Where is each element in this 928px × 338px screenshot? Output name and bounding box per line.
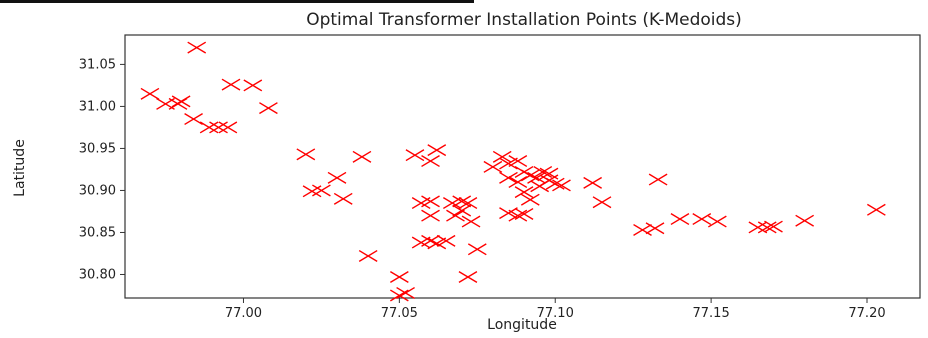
y-tick-label: 30.85 xyxy=(79,225,116,240)
y-tick-label: 30.80 xyxy=(79,267,116,282)
data-point xyxy=(533,165,553,178)
data-point xyxy=(467,243,487,256)
data-point xyxy=(645,222,665,235)
x-tick-label: 77.15 xyxy=(693,306,730,321)
data-point xyxy=(757,221,777,234)
data-point xyxy=(243,79,263,92)
data-point xyxy=(171,95,191,108)
data-point xyxy=(436,234,456,247)
data-point xyxy=(552,179,571,192)
data-point xyxy=(405,149,425,162)
x-tick-label: 77.10 xyxy=(537,306,574,321)
chart-title: Optimal Transformer Installation Points … xyxy=(306,10,742,30)
data-point xyxy=(218,121,238,134)
y-axis-label: Latitude xyxy=(12,139,28,197)
data-point xyxy=(427,237,447,250)
data-point xyxy=(452,195,472,208)
data-point xyxy=(421,209,440,222)
data-point xyxy=(508,209,528,222)
data-point xyxy=(707,215,727,228)
data-point xyxy=(259,102,278,115)
data-point xyxy=(648,173,668,186)
data-point xyxy=(140,87,160,100)
data-point xyxy=(499,157,518,170)
data-point xyxy=(209,121,228,134)
data-point xyxy=(499,207,518,220)
data-point xyxy=(692,213,712,226)
data-point xyxy=(499,171,518,184)
data-points xyxy=(140,41,886,302)
data-point xyxy=(421,234,440,247)
data-point xyxy=(352,150,372,163)
x-tick-label: 77.05 xyxy=(381,306,418,321)
data-point xyxy=(461,215,481,228)
data-point xyxy=(866,203,886,216)
data-point xyxy=(358,249,378,262)
data-point xyxy=(389,270,409,283)
x-axis: 77.00 77.05 77.10 77.15 77.20 xyxy=(225,298,886,321)
y-tick-label: 30.95 xyxy=(79,141,116,156)
data-point xyxy=(483,160,503,173)
y-tick-label: 30.90 xyxy=(79,183,116,198)
data-point xyxy=(327,171,347,184)
data-point xyxy=(396,286,415,299)
data-point xyxy=(427,144,447,157)
data-point xyxy=(312,184,331,197)
data-point xyxy=(592,196,612,209)
data-point xyxy=(539,167,559,180)
data-point xyxy=(670,213,690,226)
data-point xyxy=(302,185,322,198)
data-point xyxy=(520,169,540,182)
data-point xyxy=(199,121,219,134)
data-point xyxy=(795,214,815,227)
data-point xyxy=(421,195,440,208)
data-point xyxy=(583,176,603,189)
data-point xyxy=(764,220,783,233)
data-point xyxy=(514,186,534,199)
x-tick-label: 77.00 xyxy=(225,306,262,321)
y-tick-label: 31.05 xyxy=(79,57,116,72)
data-point xyxy=(389,289,409,302)
data-point xyxy=(514,207,534,220)
data-point xyxy=(452,204,472,217)
data-point xyxy=(333,192,353,205)
data-point xyxy=(421,155,440,168)
y-axis: 30.80 30.85 30.90 30.95 31.00 31.05 xyxy=(79,57,125,282)
data-point xyxy=(748,221,768,234)
data-point xyxy=(184,113,203,126)
data-point xyxy=(508,155,528,168)
x-axis-label: Longitude xyxy=(487,317,557,333)
data-point xyxy=(221,78,241,91)
data-point xyxy=(458,270,478,283)
data-point xyxy=(187,41,207,54)
data-point xyxy=(458,197,478,210)
data-point xyxy=(633,223,652,236)
data-point xyxy=(492,150,512,163)
y-tick-label: 31.00 xyxy=(79,99,116,114)
data-point xyxy=(296,148,316,161)
x-tick-label: 77.20 xyxy=(848,306,885,321)
data-point xyxy=(520,193,540,206)
data-point xyxy=(446,209,465,222)
plot-frame xyxy=(124,34,921,299)
top-border xyxy=(0,0,474,3)
data-point xyxy=(545,177,565,190)
